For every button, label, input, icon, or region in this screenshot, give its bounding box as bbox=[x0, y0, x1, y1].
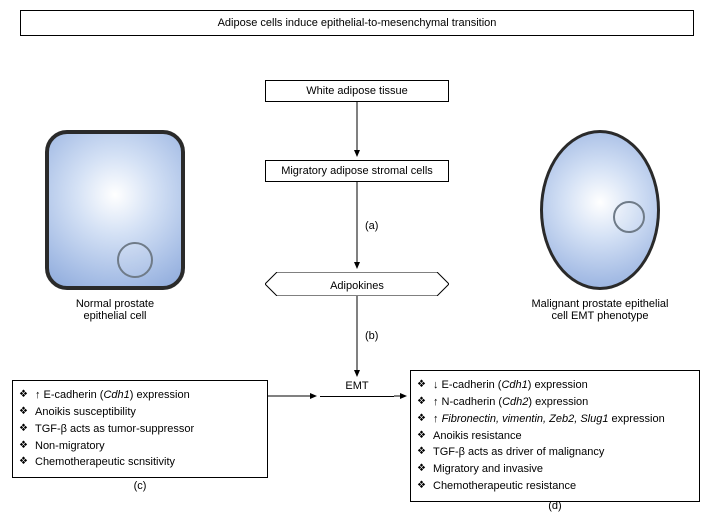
malignant-bullet-item: Migratory and invasive bbox=[417, 461, 691, 478]
diagram-title: Adipose cells induce epithelial-to-mesen… bbox=[20, 10, 694, 36]
normal-cell-caption: Normal prostate epithelial cell bbox=[45, 298, 185, 322]
malignant-cell-caption: Malignant prostate epithelial cell EMT p… bbox=[510, 298, 690, 322]
malignant-bullet-item: ↑ Fibronectin, vimentin, Zeb2, Slug1 exp… bbox=[417, 411, 691, 428]
malignant-sublabel: (d) bbox=[525, 500, 585, 512]
malignant-bullet-item: TGF-β acts as driver of malignancy bbox=[417, 444, 691, 461]
normal-bullet-item: Anoikis susceptibility bbox=[19, 404, 259, 421]
node-adipokines: Adipokines bbox=[265, 272, 449, 300]
node-adipokines-label: Adipokines bbox=[330, 276, 384, 296]
malignant-bullet-item: ↑ N-cadherin (Cdh2) expression bbox=[417, 394, 691, 411]
malignant-bullets-list: ↓ E-cadherin (Cdh1) expression↑ N-cadher… bbox=[417, 377, 691, 495]
edge-label-b: (b) bbox=[365, 330, 378, 342]
normal-sublabel: (c) bbox=[110, 480, 170, 492]
node-migratory-cells: Migratory adipose stromal cells bbox=[265, 160, 449, 182]
normal-bullet-item: TGF-β acts as tumor-suppressor bbox=[19, 421, 259, 438]
node-emt: EMT bbox=[330, 380, 384, 392]
normal-bullet-item: ↑ E-cadherin (Cdh1) expression bbox=[19, 387, 259, 404]
malignant-bullet-item: Anoikis resistance bbox=[417, 428, 691, 445]
edge-label-a: (a) bbox=[365, 220, 378, 232]
malignant-bullet-item: ↓ E-cadherin (Cdh1) expression bbox=[417, 377, 691, 394]
normal-cell-graphic bbox=[45, 130, 185, 290]
normal-bullet-item: Chemotherapeutic scnsitivity bbox=[19, 454, 259, 471]
malignant-caption-line1: Malignant prostate epithelial bbox=[532, 298, 669, 310]
normal-caption-line2: epithelial cell bbox=[84, 310, 147, 322]
node-white-adipose: White adipose tissue bbox=[265, 80, 449, 102]
malignant-bullets-box: ↓ E-cadherin (Cdh1) expression↑ N-cadher… bbox=[410, 370, 700, 502]
normal-bullets-list: ↑ E-cadherin (Cdh1) expressionAnoikis su… bbox=[19, 387, 259, 471]
malignant-caption-line2: cell EMT phenotype bbox=[551, 310, 648, 322]
malignant-bullet-item: Chemotherapeutic resistance bbox=[417, 478, 691, 495]
normal-caption-line1: Normal prostate bbox=[76, 298, 154, 310]
emt-underline bbox=[320, 396, 394, 397]
malignant-cell-nucleus bbox=[613, 201, 645, 233]
normal-bullet-item: Non-migratory bbox=[19, 438, 259, 455]
normal-bullets-box: ↑ E-cadherin (Cdh1) expressionAnoikis su… bbox=[12, 380, 268, 478]
malignant-cell-graphic bbox=[540, 130, 660, 290]
normal-cell-nucleus bbox=[117, 242, 153, 278]
